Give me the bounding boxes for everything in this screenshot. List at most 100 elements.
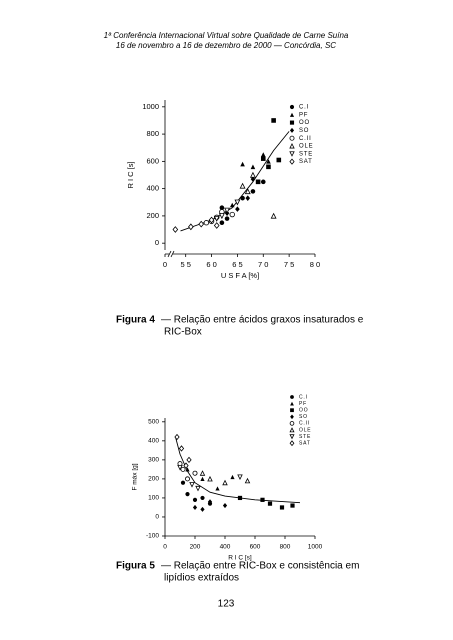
data-point xyxy=(213,222,220,229)
header-line: 16 de novembro a 16 de dezembro de 2000 … xyxy=(116,41,336,50)
data-point xyxy=(180,466,186,472)
data-point xyxy=(195,485,201,492)
data-point xyxy=(260,497,265,502)
legend-label: SAT xyxy=(299,441,311,447)
data-point xyxy=(174,433,180,441)
data-point xyxy=(219,220,225,226)
caption-text: — Relação entre RIC-Box e consistência e… xyxy=(161,561,359,572)
data-point xyxy=(230,474,235,480)
x-tick-label: 0 xyxy=(163,544,167,551)
data-point xyxy=(200,495,205,501)
legend-marker xyxy=(289,104,295,110)
y-tick-label: 0 xyxy=(155,238,159,247)
legend-marker xyxy=(289,158,295,165)
legend-label: STE xyxy=(299,434,311,440)
legend-label: SO xyxy=(299,128,309,134)
data-point xyxy=(189,482,195,488)
legend-label: C.I xyxy=(299,394,308,400)
header-line: 1ª Conferência Internacional Virtual sob… xyxy=(104,31,349,40)
x-tick-label: 5 5 xyxy=(180,260,190,269)
x-tick-label: 7 0 xyxy=(258,260,268,269)
legend-marker xyxy=(289,440,295,447)
data-point xyxy=(207,475,213,482)
legend-label: C.I xyxy=(299,105,309,111)
y-tick-label: 500 xyxy=(148,419,159,426)
x-axis-label: R I C [s] xyxy=(228,555,252,562)
data-point xyxy=(239,182,246,189)
legend-label: STE xyxy=(299,151,313,157)
y-tick-label: -100 xyxy=(146,533,159,540)
y-axis-label: F máx [g] xyxy=(132,463,139,490)
legend-label: OO xyxy=(299,408,308,414)
y-tick-label: 400 xyxy=(148,438,159,445)
data-point xyxy=(172,226,179,233)
data-point xyxy=(192,470,198,476)
data-point xyxy=(222,503,228,509)
axis-break xyxy=(170,250,175,258)
fit-curve xyxy=(175,436,301,504)
legend-marker xyxy=(290,401,294,406)
data-point xyxy=(186,456,192,464)
y-tick-label: 600 xyxy=(146,156,159,165)
data-point xyxy=(185,492,190,497)
page-number: 123 xyxy=(218,599,235,610)
data-point xyxy=(219,205,225,211)
data-point xyxy=(207,499,213,505)
data-point xyxy=(237,495,243,501)
data-point xyxy=(224,207,231,214)
y-tick-label: 200 xyxy=(148,476,159,483)
data-point xyxy=(266,164,271,170)
legend-marker xyxy=(290,408,294,413)
legend-label: SAT xyxy=(299,159,313,165)
data-point xyxy=(200,506,205,512)
data-point xyxy=(244,477,251,484)
x-tick-label: 200 xyxy=(190,544,201,551)
data-point xyxy=(203,220,210,226)
y-tick-label: 100 xyxy=(148,495,159,502)
x-tick-label: 1000 xyxy=(308,544,323,551)
data-point xyxy=(192,504,198,510)
legend-label: C.II xyxy=(299,136,312,142)
legend-marker xyxy=(290,414,294,420)
data-point xyxy=(178,445,185,452)
data-point xyxy=(249,171,256,178)
legend-marker xyxy=(289,427,295,433)
data-point xyxy=(224,216,230,221)
legend-marker xyxy=(290,395,294,399)
x-tick-label: 7 5 xyxy=(284,260,294,269)
data-point xyxy=(192,497,198,502)
legend-marker xyxy=(289,127,295,133)
x-tick-label: 600 xyxy=(250,544,261,551)
data-point xyxy=(200,476,205,482)
caption-text: — Relação entre ácidos graxos insaturado… xyxy=(161,315,364,326)
data-point xyxy=(260,156,266,161)
axis-break xyxy=(169,251,173,257)
y-tick-label: 200 xyxy=(146,211,159,220)
legend-label: C.II xyxy=(299,421,310,427)
caption-text: lipídios extraídos xyxy=(164,573,239,584)
data-point xyxy=(215,486,220,491)
legend-marker xyxy=(289,112,295,117)
legend-marker xyxy=(289,421,295,426)
data-point xyxy=(276,157,282,163)
data-point xyxy=(213,215,220,222)
data-point xyxy=(244,188,251,195)
data-point xyxy=(237,474,243,480)
data-point xyxy=(235,206,240,212)
x-tick-label: 400 xyxy=(220,544,231,551)
legend-label: PF xyxy=(299,112,308,118)
caption-label: Figura 5 xyxy=(116,561,155,572)
legend-marker xyxy=(289,143,295,149)
data-point xyxy=(260,179,266,185)
legend-label: OLE xyxy=(299,427,311,433)
data-point xyxy=(250,164,256,170)
caption-label: Figura 4 xyxy=(116,315,155,326)
data-point xyxy=(270,212,277,219)
data-point xyxy=(279,505,285,510)
legend-label: SO xyxy=(299,414,308,420)
x-tick-label: 0 xyxy=(163,260,167,269)
legend-label: OLE xyxy=(299,144,313,150)
data-point xyxy=(198,220,205,228)
data-point xyxy=(229,202,235,208)
